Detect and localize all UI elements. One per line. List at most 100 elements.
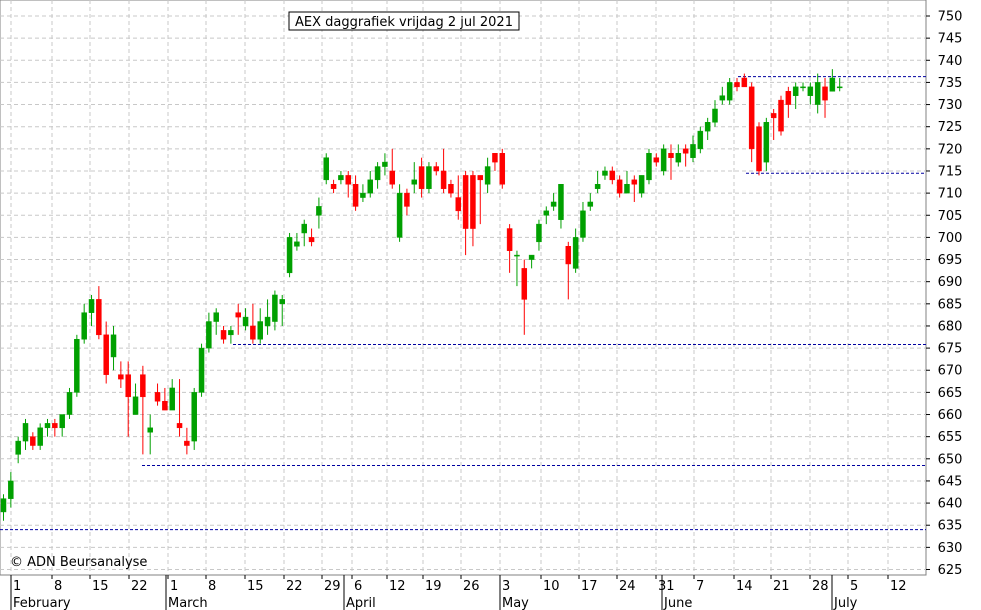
candle bbox=[741, 73, 748, 88]
candle-body bbox=[462, 175, 469, 229]
candle-body bbox=[74, 338, 80, 393]
candle bbox=[822, 77, 828, 118]
candle bbox=[367, 170, 373, 198]
candle bbox=[374, 162, 381, 189]
y-tick-label: 660 bbox=[938, 408, 963, 423]
candle bbox=[499, 148, 506, 189]
candle-body bbox=[484, 166, 491, 185]
x-day-label: 5 bbox=[850, 579, 858, 594]
candle bbox=[103, 321, 109, 384]
y-tick-label: 710 bbox=[938, 187, 963, 202]
y-tick-label: 670 bbox=[938, 364, 963, 379]
candle bbox=[220, 325, 227, 344]
x-month-label: February bbox=[13, 596, 71, 610]
y-tick-label: 625 bbox=[938, 563, 963, 578]
candle bbox=[88, 294, 95, 326]
candle-body bbox=[30, 436, 36, 446]
candle-body bbox=[206, 321, 212, 349]
y-tick-label: 730 bbox=[938, 98, 963, 113]
candle-body bbox=[286, 237, 293, 274]
candle-body bbox=[162, 400, 168, 411]
candle bbox=[807, 82, 814, 105]
candle-body bbox=[653, 157, 660, 163]
candle bbox=[763, 117, 770, 171]
copyright-text: © ADN Beursanalyse bbox=[10, 555, 147, 570]
candle-body bbox=[22, 423, 29, 442]
candle-body bbox=[404, 192, 410, 207]
candle-body bbox=[88, 299, 95, 313]
candle-body bbox=[37, 427, 43, 446]
x-day-label: 31 bbox=[658, 579, 675, 594]
candle bbox=[316, 197, 322, 229]
candle-body bbox=[558, 184, 564, 220]
candle bbox=[411, 162, 418, 194]
gridlines bbox=[0, 0, 926, 575]
candle bbox=[682, 144, 689, 167]
candle bbox=[704, 117, 711, 140]
candle-body bbox=[118, 374, 124, 380]
x-day-label: 1 bbox=[13, 579, 21, 594]
candle bbox=[74, 334, 80, 397]
candle bbox=[433, 162, 440, 176]
candle bbox=[455, 175, 462, 220]
candle bbox=[440, 148, 447, 194]
y-tick-label: 725 bbox=[938, 120, 963, 135]
candles bbox=[0, 69, 843, 521]
candle bbox=[726, 77, 733, 105]
candle-body bbox=[712, 108, 718, 123]
candle-body bbox=[96, 299, 102, 336]
candle bbox=[712, 100, 718, 127]
candle bbox=[594, 170, 601, 194]
candle bbox=[631, 175, 638, 202]
y-tick-label: 735 bbox=[938, 76, 963, 91]
candle bbox=[286, 232, 293, 278]
candle-body bbox=[829, 77, 836, 92]
candle bbox=[169, 379, 175, 411]
candle bbox=[96, 286, 102, 340]
candle bbox=[44, 418, 51, 437]
x-day-label: 7 bbox=[696, 579, 704, 594]
candle-body bbox=[213, 312, 219, 322]
candle-body bbox=[176, 423, 183, 429]
candle-body bbox=[770, 113, 777, 119]
candle bbox=[492, 153, 498, 171]
x-day-label: 19 bbox=[425, 579, 442, 594]
x-day-label: 1 bbox=[170, 579, 178, 594]
candle-body bbox=[169, 387, 175, 411]
candle-body bbox=[220, 330, 227, 340]
candle-body bbox=[704, 122, 711, 132]
candle-body bbox=[338, 175, 344, 181]
candle bbox=[778, 95, 784, 136]
x-day-label: 14 bbox=[736, 579, 753, 594]
candle-body bbox=[411, 179, 418, 185]
title-box: AEX daggrafiek vrijdag 2 jul 2021 bbox=[288, 11, 520, 31]
candle bbox=[338, 170, 344, 185]
candle-body bbox=[719, 95, 726, 101]
y-tick-label: 650 bbox=[938, 452, 963, 467]
candle-body bbox=[279, 299, 285, 305]
candle bbox=[426, 162, 432, 194]
y-tick-label: 740 bbox=[938, 54, 963, 69]
candle-body bbox=[345, 175, 351, 185]
x-day-label: 28 bbox=[812, 579, 829, 594]
candle-body bbox=[697, 130, 704, 150]
candle bbox=[59, 414, 65, 437]
candle bbox=[792, 82, 799, 109]
y-tick-label: 655 bbox=[938, 430, 963, 445]
x-day-label: 29 bbox=[324, 579, 341, 594]
candle bbox=[110, 325, 117, 371]
candle-body bbox=[602, 170, 608, 176]
candle bbox=[242, 308, 249, 331]
x-month-label: May bbox=[502, 596, 529, 610]
candle-body bbox=[836, 86, 843, 89]
candle-body bbox=[235, 312, 241, 318]
candle-body bbox=[301, 223, 307, 234]
candle-body bbox=[440, 170, 447, 189]
candle bbox=[550, 193, 557, 211]
candle bbox=[800, 82, 806, 92]
candle bbox=[616, 175, 623, 198]
chart-title: AEX daggrafiek vrijdag 2 jul 2021 bbox=[295, 15, 513, 30]
y-tick-label: 645 bbox=[938, 474, 963, 489]
candle bbox=[213, 308, 219, 335]
y-tick-label: 695 bbox=[938, 253, 963, 268]
